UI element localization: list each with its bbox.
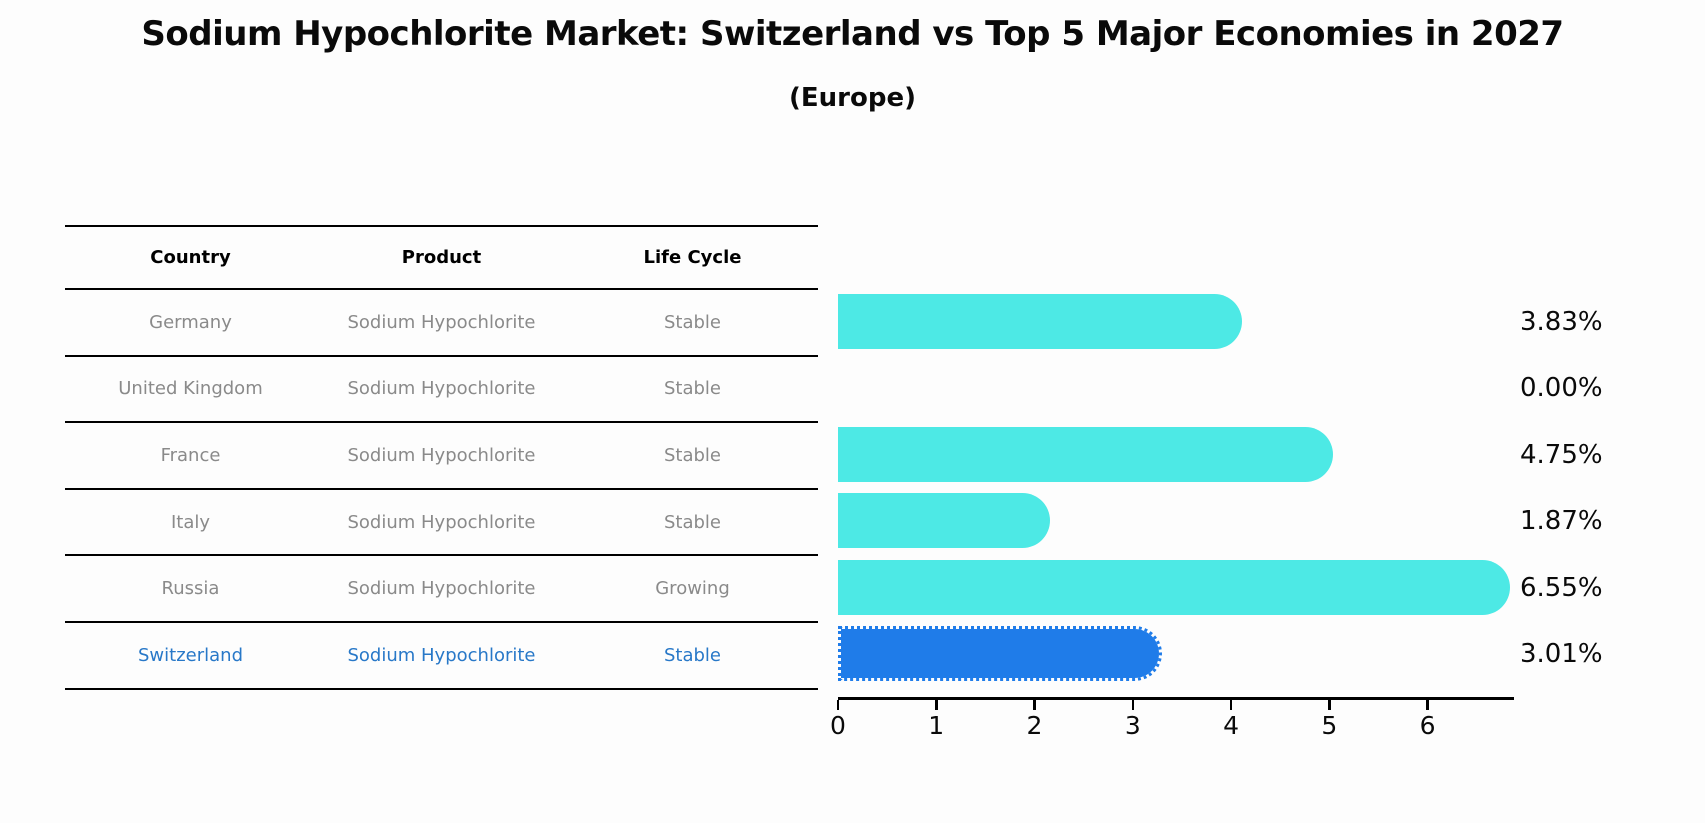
col-header-product: Product [401,247,482,268]
table-row: Switzerland Sodium Hypochlorite Stable [65,623,818,690]
table-row: Italy Sodium Hypochlorite Stable [65,490,818,557]
cell-life-cycle: Stable [663,378,721,400]
x-tick-label: 2 [1026,711,1043,740]
x-tick-label: 5 [1321,711,1338,740]
x-tick-mark [1229,700,1233,710]
cell-country: Switzerland [138,644,243,666]
country-table: Country Product Life Cycle Germany Sodium… [65,225,818,690]
bar-germany [838,294,1243,349]
bar-france [838,426,1333,482]
x-tick-mark [935,700,938,710]
table-row: France Sodium Hypochlorite Stable [65,423,818,490]
value-label: 1.87% [1520,506,1603,537]
table-row: Russia Sodium Hypochlorite Growing [65,556,818,623]
cell-product: Sodium Hypochlorite [347,644,536,666]
cell-life-cycle: Growing [655,578,730,600]
cell-product: Sodium Hypochlorite [347,511,536,533]
cell-life-cycle: Stable [663,644,721,666]
cell-country: Italy [170,511,211,533]
x-tick-label: 3 [1124,711,1141,740]
chart-title: Sodium Hypochlorite Market: Switzerland … [141,14,1564,54]
value-label: 0.00% [1520,373,1603,404]
cell-product: Sodium Hypochlorite [347,311,536,333]
value-label: 4.75% [1520,439,1603,470]
cell-country: Germany [149,311,232,333]
highlight-bar-switzerland [838,626,1162,681]
table-row: Germany Sodium Hypochlorite Stable [65,290,818,357]
bar-italy [838,493,1050,549]
x-tick-label: 1 [928,711,945,740]
table-header-row: Country Product Life Cycle [65,225,818,290]
x-axis-line [838,697,1514,700]
cell-country: Russia [161,578,220,600]
x-tick-label: 0 [830,711,846,740]
col-header-life-cycle: Life Cycle [643,247,742,268]
table-row: United Kingdom Sodium Hypochlorite Stable [65,357,818,424]
x-tick-label: 6 [1419,711,1436,740]
col-header-country: Country [150,247,231,268]
cell-life-cycle: Stable [663,511,721,533]
cell-product: Sodium Hypochlorite [347,378,536,400]
cell-country: France [160,444,221,466]
cell-product: Sodium Hypochlorite [347,444,536,466]
value-label: 6.55% [1520,572,1603,603]
value-label: 3.01% [1520,639,1603,669]
x-tick-mark [1426,700,1429,710]
cell-life-cycle: Stable [663,311,721,333]
cell-life-cycle: Stable [663,444,721,466]
x-tick-mark [836,700,840,710]
x-tick-mark [1033,700,1036,710]
x-tick-label: 4 [1223,711,1239,740]
table-body: Germany Sodium Hypochlorite Stable United K… [65,290,818,690]
cell-product: Sodium Hypochlorite [347,578,536,600]
chart-subtitle: (Europe) [789,83,916,113]
x-tick-mark [1328,700,1331,710]
bar-russia [838,559,1510,615]
value-label: 3.83% [1520,307,1603,337]
x-tick-mark [1131,700,1135,710]
cell-country: United Kingdom [118,378,263,400]
